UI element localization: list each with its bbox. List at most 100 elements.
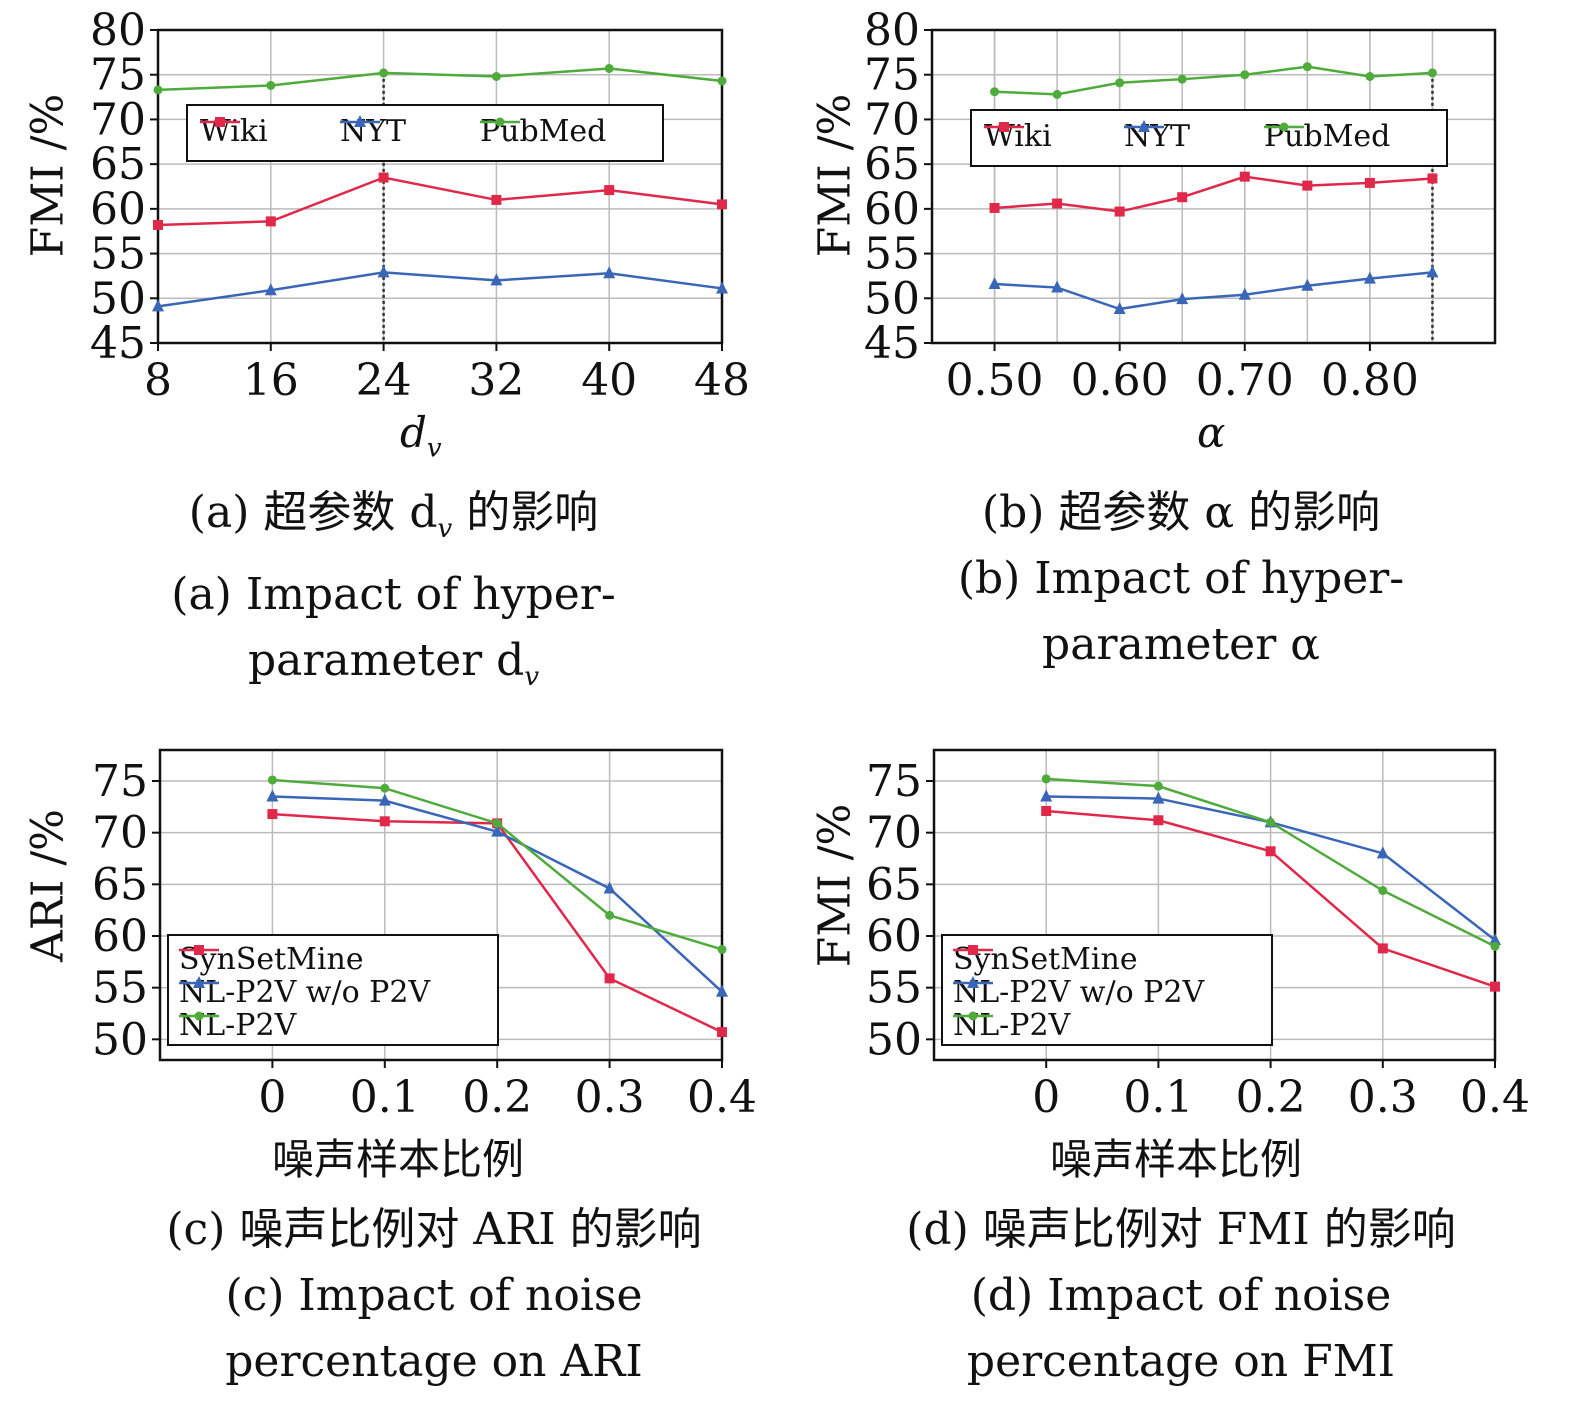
chart-b-legend-item: NYT [1124, 119, 1190, 154]
chart-d-legend-swatch [953, 945, 993, 955]
chart-b-xtick-label: 0.60 [1071, 355, 1169, 406]
chart-a-legend-marker [215, 117, 225, 127]
chart-a-legend-label: Wiki [200, 114, 268, 149]
chart-a-point-square [604, 185, 615, 196]
chart-c-point-dot [380, 783, 390, 793]
chart-a-caption-en-2: parameter dv [0, 628, 787, 710]
chart-b-point-triangle [1301, 278, 1314, 291]
chart-a-xtick-label: 40 [581, 355, 637, 406]
chart-b-axes-frame [930, 28, 1497, 345]
chart-b-point-dot [1115, 78, 1125, 88]
chart-b-series-line-1 [994, 271, 1433, 311]
chart-d-point-triangle [1152, 791, 1165, 804]
chart-c-caption: (c) 噪声比例对 ARI 的影响 (c) Impact of noise pe… [0, 1197, 874, 1395]
chart-c-ytick-label: 75 [92, 756, 148, 807]
chart-a-point-triangle [152, 299, 164, 312]
chart-d-caption-cn: (d) 噪声比例对 FMI 的影响 [906, 1204, 1456, 1255]
chart-d-caption-en-1: (d) Impact of noise [970, 1270, 1392, 1321]
chart-d-point-dot [1266, 817, 1276, 827]
chart-b-series-line-0 [994, 175, 1433, 213]
chart-d-caption: (d) 噪声比例对 FMI 的影响 (d) Impact of noise pe… [787, 1197, 1575, 1395]
chart-panel-a: 45 50 55 60 65 70 75 80 8 16 24 32 40 48 FMI /% dv (a… [0, 0, 787, 700]
chart-a-xtick-label: 24 [356, 355, 412, 406]
chart-a-ytick-label: 70 [90, 94, 146, 145]
chart-a-point-dot [717, 76, 727, 86]
chart-a-series-line-2 [157, 67, 723, 92]
chart-b-ytick-label: 55 [864, 229, 920, 280]
chart-d-legend-marker [968, 945, 978, 955]
chart-c-legend-marker [193, 976, 205, 988]
chart-d-point-triangle [1376, 846, 1389, 859]
chart-c-legend-swatch [179, 945, 219, 955]
chart-c-point-dot [492, 818, 502, 828]
chart-d-legend-item: NL-P2V w/o P2V [953, 975, 1204, 1010]
chart-b-point-square [1302, 180, 1313, 191]
chart-b-point-dot [1365, 72, 1375, 82]
chart-a-xtick-label: 32 [468, 355, 524, 406]
chart-a-ytick-label: 55 [90, 229, 146, 280]
chart-a-xlabel-main: d [400, 408, 427, 457]
chart-a-xlabel: dv [400, 408, 442, 463]
chart-b-point-triangle [1238, 287, 1251, 300]
chart-c-ytick-label: 60 [92, 911, 148, 962]
chart-a-series-line-0 [157, 176, 723, 227]
chart-b-point-dot [1427, 68, 1437, 78]
chart-a-point-square [265, 216, 276, 227]
chart-d-ytick-label: 65 [866, 859, 922, 910]
chart-b-point-dot [1302, 62, 1312, 72]
chart-c-point-square [717, 1027, 727, 1038]
chart-c-ytick-label: 65 [92, 859, 148, 910]
chart-d-point-square [1377, 943, 1388, 954]
chart-a-point-triangle [377, 265, 390, 278]
chart-c-legend: SynSetMine NL-P2V w/o P2V NL-P2V [167, 934, 499, 1046]
chart-b-caption-en-1: (b) Impact of hyper- [957, 553, 1405, 604]
chart-a-point-square [491, 194, 502, 205]
chart-c-xtick-label: 0.1 [350, 1072, 420, 1123]
chart-a-legend-item: NYT [340, 114, 406, 149]
chart-d-legend-marker [967, 976, 979, 988]
chart-a-xtick-label: 48 [694, 355, 750, 406]
chart-a-legend-marker [354, 115, 366, 127]
chart-a-legend-marker [495, 117, 505, 127]
chart-d-point-square [1153, 815, 1164, 826]
chart-b-caption-cn: (b) 超参数 α 的影响 [981, 487, 1381, 538]
chart-c-xtick-label: 0.3 [575, 1072, 645, 1123]
chart-b-point-dot [1240, 70, 1250, 80]
chart-c-caption-en-1: (c) Impact of noise [225, 1270, 643, 1321]
chart-b-point-square [1427, 173, 1438, 184]
chart-d-legend-label: SynSetMine [953, 942, 1138, 977]
chart-a-ytick-label: 60 [90, 184, 146, 235]
chart-b-legend-swatch [984, 122, 1024, 132]
chart-d-point-dot [1153, 781, 1163, 791]
chart-d-legend-item: NL-P2V [953, 1008, 1070, 1043]
chart-b-point-dot [1052, 89, 1062, 99]
chart-b-point-dot [990, 87, 1000, 97]
chart-a-xtick-label: 16 [243, 355, 299, 406]
chart-panel-b: 45 50 55 60 65 70 75 80 0.50 0.60 0.70 0.80 FMI /% … [787, 0, 1575, 700]
chart-b-point-square [1239, 171, 1250, 182]
chart-b-legend-item: Wiki [984, 119, 1052, 154]
chart-d-legend: SynSetMine NL-P2V w/o P2V NL-P2V [941, 934, 1273, 1046]
chart-a-ylabel: FMI /% [22, 93, 74, 258]
chart-a-legend-label: NYT [340, 114, 407, 149]
chart-a-caption-cn-tail: 的影响 [452, 487, 599, 538]
chart-b-point-square [1052, 198, 1063, 209]
chart-a-caption-en-2-sub: v [524, 661, 540, 692]
chart-a-point-dot [491, 72, 501, 82]
chart-a-caption-cn-main: (a) 超参数 d [188, 487, 438, 538]
chart-c-legend-swatch [179, 1011, 219, 1021]
chart-a-point-square [153, 219, 163, 230]
chart-b-xtick-label: 0.80 [1321, 355, 1419, 406]
chart-c-point-square [267, 809, 278, 820]
chart-b-ytick-label: 45 [864, 318, 920, 369]
chart-c-legend-label: SynSetMine [179, 942, 364, 977]
chart-a-point-square [717, 199, 727, 210]
chart-d-point-square [1265, 846, 1276, 857]
chart-b-point-triangle [1113, 302, 1126, 315]
chart-a-caption-en-1: (a) Impact of hyper- [171, 568, 616, 620]
chart-c-point-triangle [491, 824, 504, 837]
chart-d-xtick-label: 0.2 [1236, 1072, 1306, 1123]
chart-a-point-square [378, 172, 389, 183]
chart-a-point-triangle [490, 273, 503, 286]
